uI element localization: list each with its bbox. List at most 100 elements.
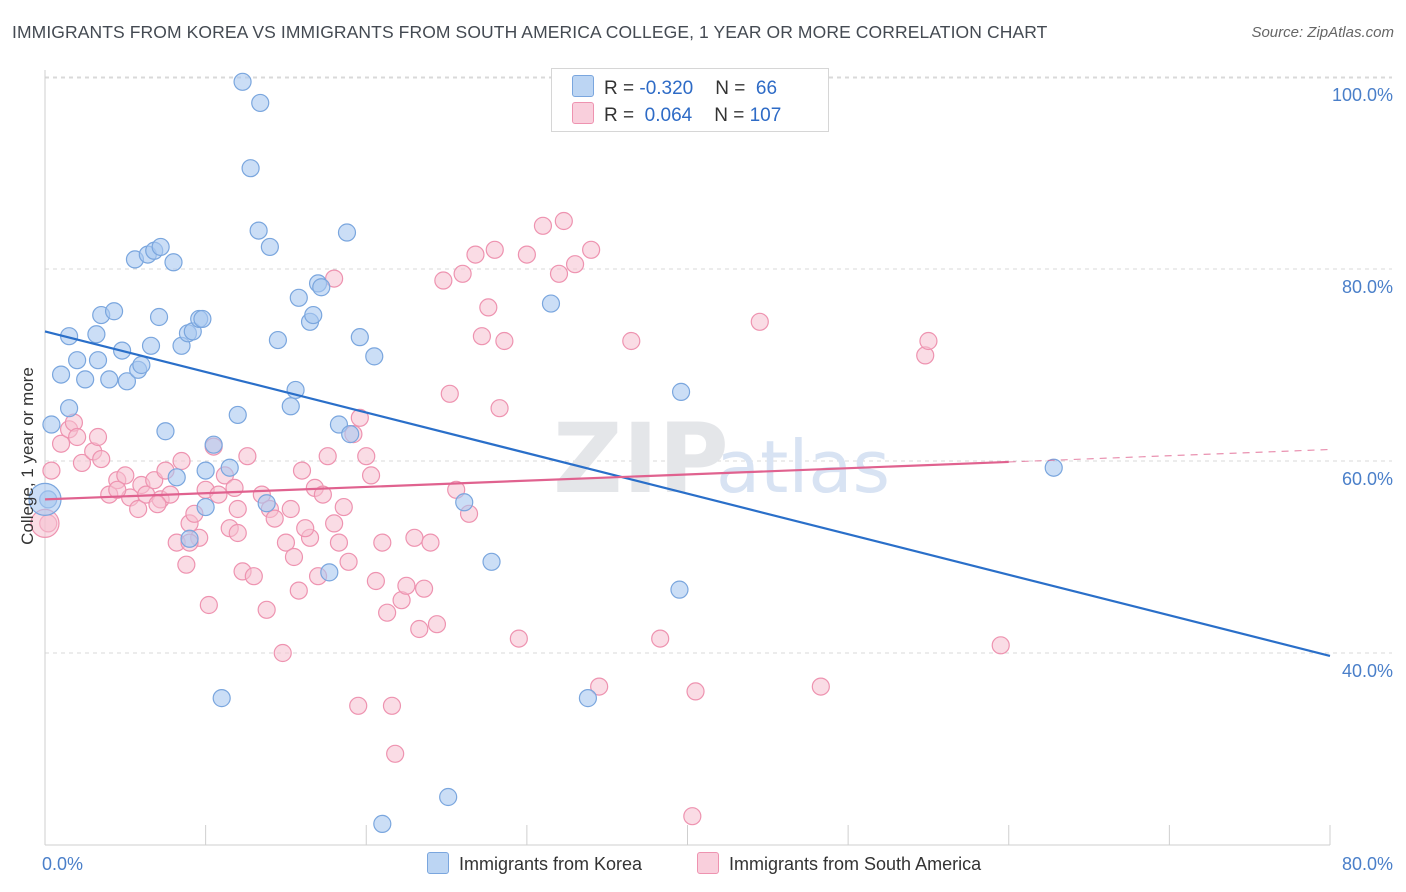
south-america-point [495, 331, 514, 351]
bottom-legend-label-korea: Immigrants from Korea [459, 854, 643, 874]
legend-n-label: N = [714, 105, 750, 126]
south-america-point [265, 509, 284, 528]
bottom-legend-korea[interactable]: Immigrants from Korea [427, 852, 642, 875]
south-america-point [357, 447, 376, 466]
legend-swatch-south-america [572, 102, 594, 124]
south-america-point [225, 478, 244, 497]
south-america-point [509, 629, 528, 648]
korea-point [671, 382, 691, 401]
south-america-point [565, 255, 585, 274]
y-tick-label: 100.0% [1332, 85, 1393, 105]
korea-point [228, 405, 247, 425]
south-america-point [533, 216, 553, 235]
korea-point [212, 689, 231, 708]
south-america-point [554, 211, 573, 231]
south-america-point [434, 271, 453, 290]
south-america-point [750, 312, 769, 331]
south-america-point [92, 449, 111, 469]
south-america-point [281, 499, 300, 519]
south-america-point [177, 555, 196, 574]
south-america-point [172, 451, 191, 471]
trend-layer [44, 330, 1331, 657]
korea-point [104, 302, 124, 321]
korea-point [42, 415, 61, 434]
correlation-legend: R = -0.320 N = 66 R = 0.064 N = 107 [551, 68, 829, 132]
bottom-legend-swatch-south-america [697, 852, 719, 874]
legend-n-value: 66 [750, 78, 778, 99]
korea-point [193, 309, 212, 329]
korea-point [141, 336, 161, 355]
korea-point [337, 223, 357, 242]
y-axis-label: College, 1 year or more [18, 367, 37, 545]
south-america-point [382, 696, 402, 715]
legend-r-label: R = [604, 105, 640, 126]
south-america-point [410, 619, 429, 639]
korea-point [455, 493, 474, 512]
south-america-point [414, 579, 434, 598]
south-america-point [318, 447, 337, 466]
korea-point [365, 347, 384, 366]
legend-r-value: -0.320 [639, 78, 694, 99]
south-america-point [292, 461, 312, 480]
south-america-point [42, 461, 61, 480]
south-america-point [68, 427, 87, 447]
south-america-point [325, 514, 344, 533]
south-america-point [919, 331, 938, 351]
south-america-trend-line-extension [1008, 448, 1331, 463]
south-america-point [361, 466, 381, 485]
south-america-point [366, 571, 385, 591]
korea-point [68, 351, 87, 370]
south-america-point [517, 245, 536, 264]
south-america-point [466, 245, 485, 264]
korea-point [59, 399, 79, 418]
south-america-point [405, 528, 424, 547]
south-america-point [72, 453, 92, 473]
korea-point [149, 307, 169, 327]
korea-point [670, 580, 689, 599]
south-america-point [397, 576, 416, 595]
korea-point [87, 325, 106, 344]
korea-point [164, 253, 183, 272]
korea-point [341, 425, 360, 444]
south-america-point [273, 643, 292, 663]
y-tick-label: 60.0% [1342, 469, 1393, 489]
south-america-point [991, 636, 1010, 655]
south-america-point [88, 427, 108, 447]
chart-title: IMMIGRANTS FROM KOREA VS IMMIGRANTS FROM… [12, 22, 1048, 42]
korea-point [156, 422, 175, 441]
south-america-point [686, 682, 705, 701]
legend-swatch-korea [572, 75, 594, 97]
korea-point [482, 552, 501, 571]
korea-point [117, 372, 137, 391]
south-america-point [148, 495, 167, 514]
korea-point [241, 159, 260, 178]
bottom-legend-swatch-korea [427, 852, 449, 874]
korea-point [350, 328, 369, 347]
korea-point [251, 93, 270, 113]
y-tick-label: 40.0% [1342, 661, 1393, 681]
watermark: ZIP atlas [553, 403, 890, 515]
legend-r-label: R = [604, 78, 640, 99]
korea-trend-line [44, 330, 1331, 657]
south-america-point [622, 331, 641, 351]
bottom-legend-label-south-america: Immigrants from South America [729, 854, 982, 874]
south-america-point [349, 696, 368, 715]
korea-point [1044, 458, 1063, 477]
south-america-point [51, 434, 71, 453]
south-america-point [453, 264, 472, 283]
korea-point [268, 330, 288, 350]
korea-point [289, 288, 308, 307]
south-america-point [244, 567, 263, 586]
korea-point [541, 294, 561, 313]
south-america-point [228, 499, 247, 519]
south-america-point [329, 533, 349, 552]
south-america-point [651, 629, 670, 648]
korea-point [257, 494, 276, 513]
south-america-point [209, 485, 228, 504]
south-america-point [257, 600, 276, 619]
south-america-point [228, 523, 247, 543]
korea-point [281, 397, 300, 416]
korea-point [51, 365, 71, 384]
bottom-legend-south-america[interactable]: Immigrants from South America [697, 852, 981, 875]
korea-point [88, 351, 108, 370]
